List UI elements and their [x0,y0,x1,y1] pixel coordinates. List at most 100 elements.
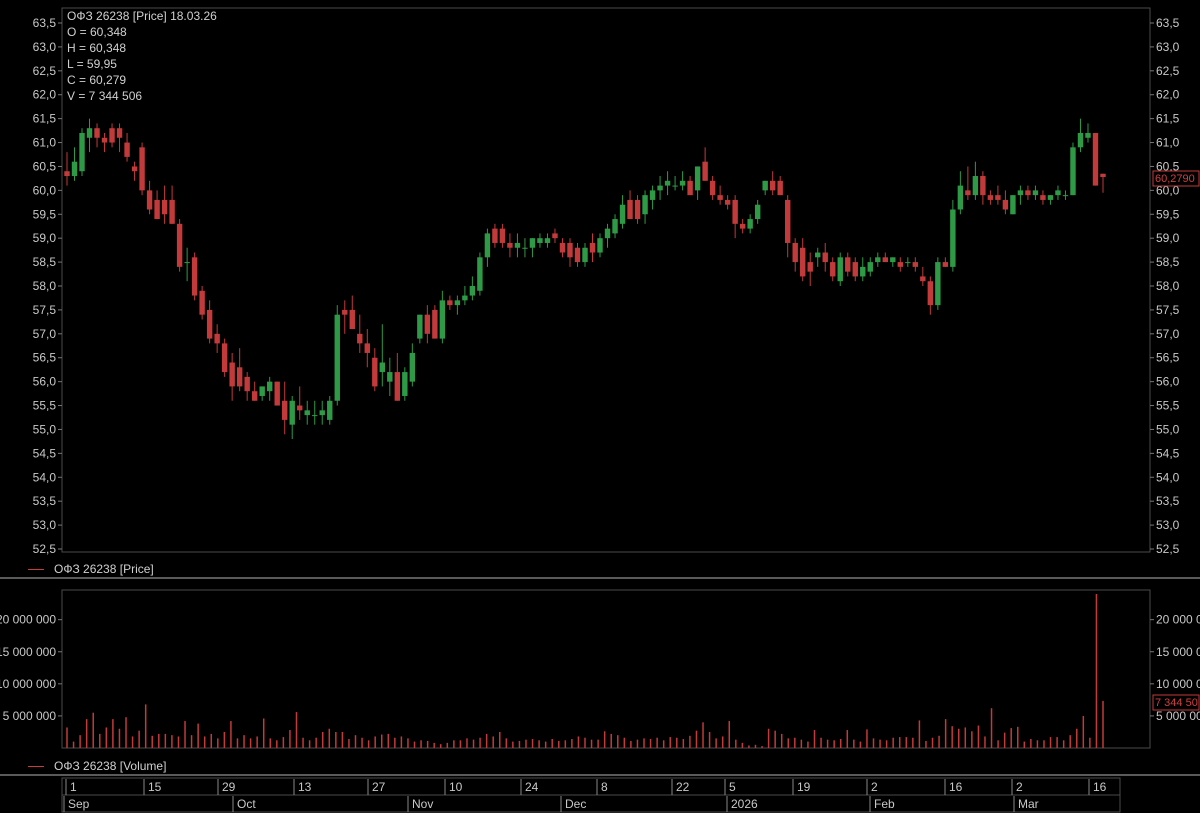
candle-body [79,132,85,172]
volume-bar [1089,737,1091,748]
volume-bar [636,739,639,748]
volume-tick-label-left: 20 000 000 [0,613,56,627]
price-series-label: ОФЗ 26238 [Price] [54,562,154,576]
volume-bar [695,730,698,748]
volume-tick-label-right: 15 000 000 [1156,645,1200,659]
day-tick-label: 1 [70,780,77,794]
volume-bar [872,738,875,748]
candle-body [1047,195,1054,200]
legend-low: L = 59,95 [67,57,117,71]
price-tick-label-right: 55,5 [1156,399,1180,413]
candle-body [131,166,138,172]
candle-body [1077,132,1084,148]
volume-bar [354,735,357,748]
volume-bar [249,738,252,748]
candle-body [875,257,881,263]
candle-body [334,314,340,401]
last-price-box [1152,170,1200,187]
volume-bar [138,730,140,748]
day-tick-label: 13 [298,780,312,794]
volume-bar [118,728,121,748]
day-tick-label: 5 [729,780,736,794]
price-panel-frame [61,7,1151,553]
volume-bar [321,731,324,748]
day-tick-label: 24 [525,780,539,794]
volume-bar [971,731,973,748]
volume-bar [400,736,403,748]
price-tick-label-right: 52,5 [1156,542,1180,556]
volume-bar [289,730,291,748]
candle-body [890,257,896,263]
candle-body [642,195,648,215]
candle-body [101,137,108,143]
legend-title: ОФЗ 26238 [Price] 18.03.26 [67,9,217,23]
candle-body [679,180,686,186]
volume-bar [1062,740,1065,748]
volume-bar [1056,737,1058,748]
volume-bar [846,730,849,748]
candle-body [627,199,633,220]
candle-body [161,199,168,215]
candle-body [1055,190,1061,196]
volume-bar [853,739,855,748]
volume-bar [367,740,370,748]
period-tick-label: Mar [1018,797,1039,811]
candle-body [935,262,941,306]
candle-body [950,209,956,267]
last-volume-box [1152,694,1200,711]
time-axis: 1 15 29 13 27 10 24 8 22 5 19 2 16 2 16 Sep Oct Nov Dec 202… [0,774,1200,813]
volume-bar [584,737,586,748]
price-tick-label-right: 60,5 [1156,159,1180,173]
volume-bar [485,733,488,748]
volume-bar [708,731,711,748]
volume-series-tag[interactable]: ОФЗ 26238 [Volume] [28,759,166,773]
candle-body [244,376,250,392]
volume-bar [302,737,304,748]
candle-body [529,238,536,248]
price-tick-label-left: 58,0 [33,279,57,293]
candle-body [687,180,693,196]
price-tick-label-right: 57,5 [1156,303,1180,317]
volume-bar [1036,740,1039,748]
volume-tick-label-left: 10 000 000 [0,677,56,691]
volume-bar [1017,726,1019,748]
day-tick-label: 16 [1093,780,1107,794]
candle-body [537,238,543,243]
volume-tick-label-right: 5 000 000 [1156,709,1200,723]
candle-body [1032,190,1039,196]
volume-bar [492,736,494,748]
price-series-tag[interactable]: ОФЗ 26238 [Price] [28,562,154,576]
price-tick-label-right: 53,0 [1156,518,1180,532]
candle-body [800,247,806,277]
candle-body [154,199,160,220]
volume-bar [85,719,88,748]
candle-body [830,262,836,277]
price-tick-label-right: 60,0 [1156,183,1180,197]
candle-body [477,257,483,291]
price-tick-label-left: 59,0 [33,231,57,245]
volume-bar [931,737,934,748]
candle-body [432,309,438,339]
candle-body [987,195,994,200]
volume-bar [341,731,344,748]
price-tick-label-left: 56,5 [33,351,57,365]
candle-body [94,128,100,138]
period-tick-label: Nov [412,797,433,811]
volume-bar [525,739,527,748]
volume-bar [794,737,796,748]
candle-body [206,309,213,339]
price-tick-label-left: 59,5 [33,207,57,221]
volume-bar [997,740,999,748]
candle-body [672,185,678,187]
volume-bar [944,719,947,748]
price-tick-label-left: 60,5 [33,159,57,173]
candle-body [124,142,130,157]
price-tick-label-left: 63,0 [33,40,57,54]
candle-body [657,185,663,191]
volume-bar [459,740,462,748]
volume-bar [466,738,468,748]
day-tick-label: 15 [148,780,162,794]
candle-body [717,195,723,200]
volume-bar [131,736,134,748]
